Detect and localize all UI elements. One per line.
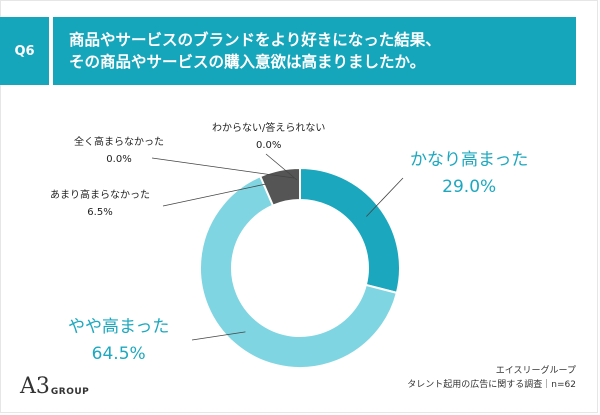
- leader-line: [151, 157, 295, 179]
- leader-lines: [151, 153, 404, 341]
- slice-label-kanari: かなり高まった 29.0%: [410, 147, 528, 201]
- leader-line: [191, 331, 246, 341]
- slice-label-yaya: やや高まった 64.5%: [68, 314, 169, 368]
- slice-label-mattaku: 全く高まらなかった 0.0%: [74, 134, 164, 168]
- slice-name: かなり高まった: [410, 150, 529, 170]
- source-company: エイスリーグループ: [495, 366, 576, 376]
- question-header: 商品やサービスのブランドをより好きになった結果、 その商品やサービスの購入意欲は…: [53, 17, 576, 85]
- source-survey: タレント起用の広告に関する調査｜n=62: [407, 380, 576, 390]
- donut-slice: [199, 174, 399, 369]
- question-line-2: その商品やサービスの購入意欲は高まりましたか。: [69, 53, 426, 71]
- logo-word: GROUP: [50, 387, 90, 397]
- slice-value: 29.0%: [442, 177, 497, 197]
- slice-name: やや高まった: [68, 317, 170, 337]
- donut-slice: [299, 166, 401, 295]
- question-line-1: 商品やサービスのブランドをより好きになった結果、: [69, 31, 441, 49]
- logo-mark: A3: [20, 374, 50, 399]
- slice-name: あまり高まらなかった: [50, 190, 150, 201]
- question-number: Q6: [14, 43, 35, 59]
- donut-slices: [199, 166, 401, 369]
- company-logo: A3 GROUP: [20, 372, 89, 398]
- source-note: エイスリーグループ タレント起用の広告に関する調査｜n=62: [407, 364, 576, 392]
- slice-value: 64.5%: [91, 344, 146, 364]
- slice-value: 0.0%: [106, 154, 132, 165]
- leader-line: [265, 153, 298, 181]
- leader-line: [162, 183, 267, 207]
- slice-value: 6.5%: [87, 207, 113, 218]
- question-number-badge: Q6: [0, 17, 49, 85]
- slice-label-wakaranai: わからない/答えられない 0.0%: [212, 120, 325, 154]
- slice-name: 全く高まらなかった: [74, 137, 164, 148]
- slice-name: わからない/答えられない: [212, 123, 326, 134]
- slice-label-amari: あまり高まらなかった 6.5%: [50, 187, 150, 221]
- leader-line: [366, 177, 404, 217]
- slice-value: 0.0%: [255, 140, 282, 151]
